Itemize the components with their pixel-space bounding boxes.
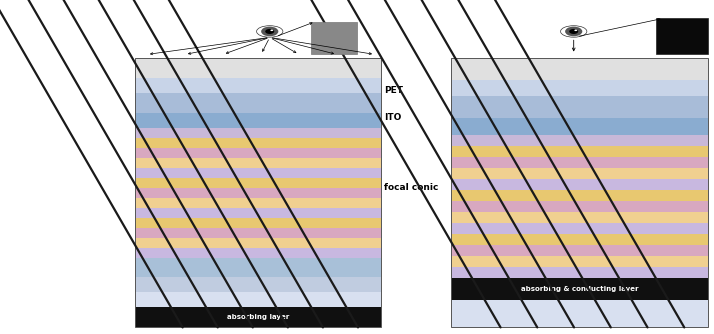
Circle shape <box>565 27 583 36</box>
Bar <box>451 234 708 245</box>
Bar <box>311 22 358 54</box>
Bar <box>135 148 381 158</box>
Ellipse shape <box>256 26 283 37</box>
Bar <box>451 278 708 300</box>
Bar <box>135 247 381 258</box>
Circle shape <box>569 29 578 34</box>
Bar <box>451 245 708 256</box>
Bar <box>451 300 708 327</box>
Bar <box>451 80 708 96</box>
Text: focal conic: focal conic <box>383 183 438 192</box>
Bar <box>135 93 381 113</box>
Bar <box>135 128 381 138</box>
Bar <box>451 190 708 201</box>
Circle shape <box>574 29 577 31</box>
Bar <box>655 18 708 54</box>
Bar <box>451 267 708 278</box>
Bar <box>135 217 381 227</box>
Bar <box>135 168 381 178</box>
Bar <box>135 78 381 93</box>
Bar <box>451 146 708 157</box>
Bar <box>135 58 381 78</box>
Bar <box>451 135 708 146</box>
Bar <box>451 212 708 223</box>
Bar <box>135 188 381 198</box>
Bar <box>451 157 708 168</box>
Bar <box>451 256 708 267</box>
Text: absorbing & conducting layer: absorbing & conducting layer <box>521 286 638 292</box>
Bar <box>135 58 381 327</box>
Bar <box>451 223 708 234</box>
Bar <box>135 227 381 237</box>
Circle shape <box>271 29 273 31</box>
Bar <box>451 201 708 212</box>
Circle shape <box>261 27 278 36</box>
Bar <box>135 113 381 128</box>
Bar <box>135 207 381 217</box>
Bar <box>135 308 381 327</box>
Bar <box>451 96 708 118</box>
Bar <box>451 179 708 190</box>
Ellipse shape <box>560 26 587 37</box>
Bar <box>135 158 381 168</box>
Text: PET: PET <box>383 86 403 95</box>
Bar <box>135 138 381 148</box>
Bar <box>451 118 708 135</box>
Bar <box>135 237 381 247</box>
Circle shape <box>265 29 274 34</box>
Bar <box>135 293 381 308</box>
Bar <box>451 58 708 80</box>
Bar <box>451 168 708 179</box>
Bar <box>451 58 708 327</box>
Bar <box>135 278 381 293</box>
Bar <box>135 198 381 207</box>
Text: absorbing layer: absorbing layer <box>227 314 289 320</box>
Bar <box>135 178 381 188</box>
Bar <box>135 258 381 278</box>
Text: ITO: ITO <box>383 113 401 122</box>
